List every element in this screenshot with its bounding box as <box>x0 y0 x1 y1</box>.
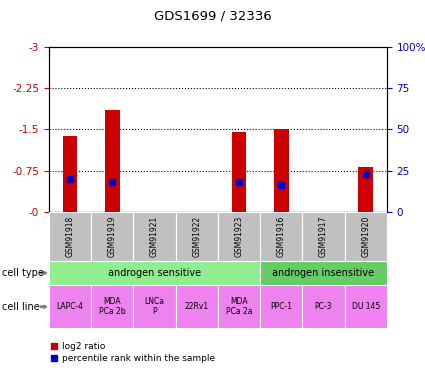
Text: GSM91921: GSM91921 <box>150 216 159 257</box>
Bar <box>49 261 260 285</box>
Bar <box>260 285 302 328</box>
Bar <box>345 285 387 328</box>
Text: GSM91923: GSM91923 <box>235 216 244 257</box>
Bar <box>176 285 218 328</box>
Text: 22Rv1: 22Rv1 <box>184 302 209 311</box>
Text: GDS1699 / 32336: GDS1699 / 32336 <box>153 9 272 22</box>
Text: MDA
PCa 2b: MDA PCa 2b <box>99 297 125 316</box>
Bar <box>232 132 246 212</box>
Bar <box>105 110 119 212</box>
Text: GSM91916: GSM91916 <box>277 216 286 257</box>
Text: cell line: cell line <box>2 302 40 312</box>
Text: GSM91920: GSM91920 <box>361 216 370 257</box>
Bar <box>345 212 387 261</box>
Text: PC-3: PC-3 <box>314 302 332 311</box>
Text: androgen insensitive: androgen insensitive <box>272 268 374 278</box>
Bar <box>260 261 387 285</box>
Bar <box>274 129 289 212</box>
Bar <box>260 212 302 261</box>
Text: androgen sensitive: androgen sensitive <box>108 268 201 278</box>
Bar <box>218 212 260 261</box>
Bar <box>133 212 176 261</box>
Bar <box>358 167 373 212</box>
Text: LNCa
P: LNCa P <box>144 297 164 316</box>
Text: cell type: cell type <box>2 268 44 278</box>
Text: GSM91918: GSM91918 <box>65 216 74 257</box>
Bar <box>302 285 345 328</box>
Bar <box>62 136 77 212</box>
Bar <box>91 285 133 328</box>
Text: DU 145: DU 145 <box>351 302 380 311</box>
Bar <box>49 212 91 261</box>
Text: MDA
PCa 2a: MDA PCa 2a <box>226 297 252 316</box>
Bar <box>133 285 176 328</box>
Bar <box>218 285 260 328</box>
Text: GSM91917: GSM91917 <box>319 216 328 257</box>
Text: GSM91919: GSM91919 <box>108 216 117 257</box>
Bar <box>302 212 345 261</box>
Legend: log2 ratio, percentile rank within the sample: log2 ratio, percentile rank within the s… <box>47 339 219 367</box>
Bar <box>49 285 91 328</box>
Text: PPC-1: PPC-1 <box>270 302 292 311</box>
Bar <box>91 212 133 261</box>
Text: LAPC-4: LAPC-4 <box>57 302 84 311</box>
Text: GSM91922: GSM91922 <box>192 216 201 257</box>
Bar <box>176 212 218 261</box>
